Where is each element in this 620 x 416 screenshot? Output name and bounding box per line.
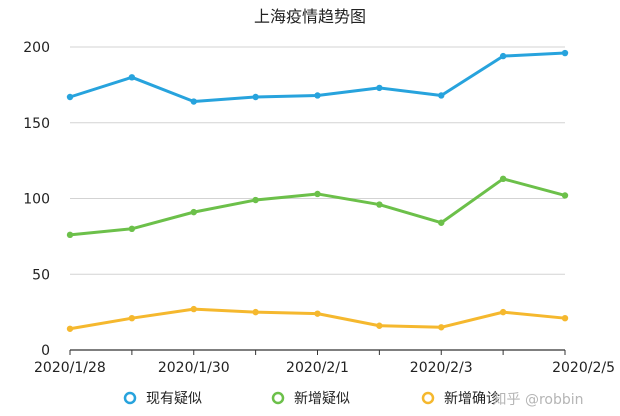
y-tick-label: 150 [23,116,50,132]
data-point [561,314,569,322]
data-point [128,314,136,322]
data-point [561,49,569,57]
data-point [561,192,569,199]
y-tick-label: 100 [23,192,50,208]
data-point [190,98,197,105]
data-point [438,219,445,226]
data-point [252,308,259,316]
grid-lines [70,46,565,275]
data-point [314,92,321,99]
x-tick-label: 2020/2/5 [552,360,615,376]
data-point [190,208,197,216]
series-lines [66,49,569,332]
data-point [252,196,259,204]
y-tick-label: 200 [23,40,50,56]
x-tick-label: 2020/2/1 [286,360,349,376]
chart-title: 上海疫情趋势图 [254,7,366,26]
legend-item-1: 现有疑似 [123,391,202,407]
y-tick-label: 50 [32,267,50,283]
legend-marker [271,391,285,405]
data-point [66,325,74,332]
legend-marker [421,391,435,405]
data-point [499,308,507,316]
data-point [376,201,383,208]
data-point [128,74,136,81]
legend-label: 现有疑似 [146,391,202,407]
data-point [190,305,197,313]
data-point [499,52,507,60]
x-tick-label: 2020/2/3 [410,360,473,376]
x-tick-label: 2020/1/28 [34,360,106,376]
legend-label: 新增确诊 [444,391,500,407]
data-point [128,225,136,232]
series-line-2 [68,177,567,237]
data-point [252,93,259,101]
data-point [376,84,383,92]
watermark: 知乎 @robbin [493,391,584,408]
data-point [438,92,445,99]
x-tick-label: 2020/1/30 [158,360,230,376]
data-point [66,93,74,101]
data-point [314,310,321,317]
data-point [499,175,507,183]
data-point [314,190,321,198]
legend-item-2: 新增疑似 [271,391,350,407]
legend: 现有疑似 新增疑似 新增确诊 [123,391,500,407]
y-tick-label: 0 [41,343,50,359]
legend-label: 新增疑似 [294,391,350,407]
legend-item-3: 新增确诊 [421,391,500,407]
data-point [66,231,74,239]
legend-marker [123,391,137,405]
data-point [376,322,383,329]
data-point [438,324,445,331]
axes: 0 50 100 150 200 2020/1/28 2020/1/30 2020/2/1 20… [23,40,615,376]
